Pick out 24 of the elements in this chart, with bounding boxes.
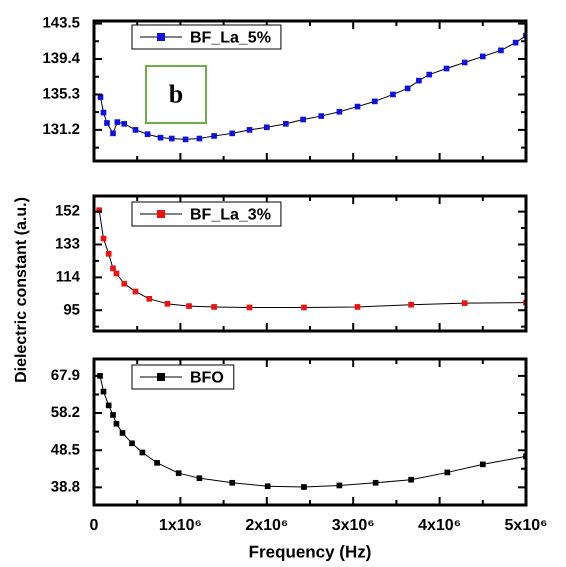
y-tick-label: 67.9 [50, 367, 80, 384]
y-tick-label: 114 [56, 268, 81, 286]
x-tick-label: 2x10⁶ [245, 517, 288, 534]
y-tick-label: 38.8 [50, 478, 80, 496]
y-tick-label: 133 [54, 236, 80, 253]
y-tick-label: 48.5 [50, 441, 80, 458]
legend-label: BFO [190, 369, 224, 386]
y-tick-label: 131.2 [42, 121, 80, 138]
legend-label: BF_La_5% [190, 29, 271, 46]
x-tick-label: 0 [90, 517, 99, 534]
x-tick-label: 1x10⁶ [158, 517, 202, 534]
annotation: b [168, 80, 184, 109]
y-tick-label: 95 [63, 301, 80, 318]
y-tick-label: 139.4 [42, 50, 81, 68]
x-tick-label: 3x10⁶ [332, 517, 375, 534]
y-tick-label: 58.2 [50, 404, 80, 422]
y-tick-label: 152 [54, 202, 80, 220]
legend-label: BF_La_3% [190, 206, 271, 224]
y-tick-label: 143.5 [42, 14, 80, 32]
x-tick-label: 4x10⁶ [418, 517, 462, 534]
y-tick-label: 135.3 [42, 86, 80, 103]
x-tick-label: 5x10⁶ [504, 517, 548, 534]
x-axis-title: Frequency (Hz) [248, 542, 372, 562]
y-axis-title: Dielectric constant (a.u.) [13, 197, 31, 383]
